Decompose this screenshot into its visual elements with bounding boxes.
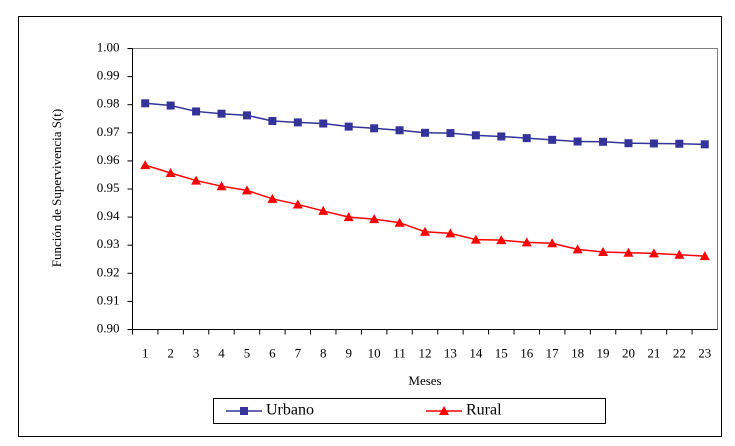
data-point: [421, 128, 429, 137]
data-point: [573, 137, 582, 146]
data-point: [623, 247, 634, 257]
x-tick-label: 16: [520, 345, 534, 360]
x-tick-label: 6: [269, 345, 276, 360]
plot-area: [132, 48, 718, 330]
data-point: [446, 129, 455, 138]
data-point: [599, 137, 608, 146]
data-point: [420, 226, 430, 236]
x-tick-label: 10: [368, 345, 381, 360]
data-point: [445, 228, 456, 238]
data-point: [624, 139, 633, 148]
data-point: [140, 160, 151, 170]
x-tick-label: 11: [393, 345, 406, 360]
data-point: [471, 131, 480, 140]
y-tick-label: 0.96: [97, 152, 120, 167]
y-axis-label: Función de Supervivencia S(t): [49, 109, 64, 268]
data-point: [370, 124, 379, 133]
x-tick-label: 23: [698, 345, 711, 360]
data-point: [572, 244, 583, 254]
data-point: [394, 217, 405, 227]
y-tick-label: 0.93: [97, 236, 120, 251]
data-point: [165, 167, 176, 177]
data-point: [242, 111, 251, 120]
data-point: [268, 116, 277, 125]
data-point: [675, 139, 684, 148]
x-tick-label: 21: [647, 345, 660, 360]
y-tick-label: 0.99: [97, 68, 120, 83]
legend-label: Rural: [466, 402, 502, 419]
data-point: [318, 205, 329, 215]
data-point: [521, 237, 532, 247]
y-tick-label: 0.95: [97, 180, 120, 195]
y-tick-label: 0.91: [97, 292, 120, 307]
data-point: [674, 249, 685, 259]
data-point: [217, 109, 226, 118]
legend-box: [213, 398, 606, 424]
data-point: [292, 199, 303, 209]
data-point: [699, 251, 710, 261]
y-tick-label: 1.00: [97, 39, 120, 54]
x-tick-label: 5: [244, 345, 251, 360]
data-point: [649, 139, 658, 148]
data-point: [522, 134, 531, 143]
legend-label: Urbano: [266, 402, 314, 419]
x-tick-label: 7: [295, 345, 302, 360]
y-tick-label: 0.90: [97, 320, 120, 335]
data-point: [216, 181, 227, 191]
data-point: [241, 185, 252, 195]
data-point: [700, 140, 709, 149]
x-tick-label: 4: [218, 345, 225, 360]
data-point: [344, 122, 353, 131]
x-tick-label: 3: [193, 345, 200, 360]
data-point: [648, 248, 659, 258]
x-tick-label: 9: [345, 345, 352, 360]
data-point: [470, 234, 481, 244]
x-tick-label: 13: [444, 345, 457, 360]
data-point: [497, 132, 506, 141]
x-tick-label: 2: [167, 345, 174, 360]
y-tick-label: 0.97: [97, 124, 120, 139]
data-point: [267, 193, 278, 203]
data-point: [166, 101, 175, 110]
data-point: [395, 126, 404, 135]
x-tick-label: 14: [469, 345, 483, 360]
legend-marker: [439, 406, 449, 415]
data-point: [293, 118, 302, 127]
data-point: [598, 246, 609, 256]
x-tick-label: 1: [142, 345, 149, 360]
data-point: [192, 107, 201, 116]
data-point: [369, 214, 380, 224]
x-tick-label: 8: [320, 345, 327, 360]
x-tick-label: 12: [419, 345, 432, 360]
x-axis-label: Meses: [408, 373, 441, 388]
legend-marker: [240, 407, 248, 415]
data-point: [547, 238, 558, 248]
data-point: [496, 235, 507, 245]
data-point: [191, 175, 202, 185]
x-tick-label: 20: [622, 345, 635, 360]
x-tick-label: 18: [571, 345, 584, 360]
data-point: [548, 135, 557, 144]
x-tick-label: 15: [495, 345, 508, 360]
y-tick-label: 0.98: [97, 96, 120, 111]
data-point: [343, 212, 354, 222]
x-tick-label: 19: [597, 345, 610, 360]
y-tick-label: 0.92: [97, 264, 120, 279]
y-tick-label: 0.94: [97, 208, 120, 223]
data-point: [319, 119, 328, 128]
x-tick-label: 17: [546, 345, 560, 360]
data-point: [141, 99, 150, 108]
x-tick-label: 22: [673, 345, 686, 360]
